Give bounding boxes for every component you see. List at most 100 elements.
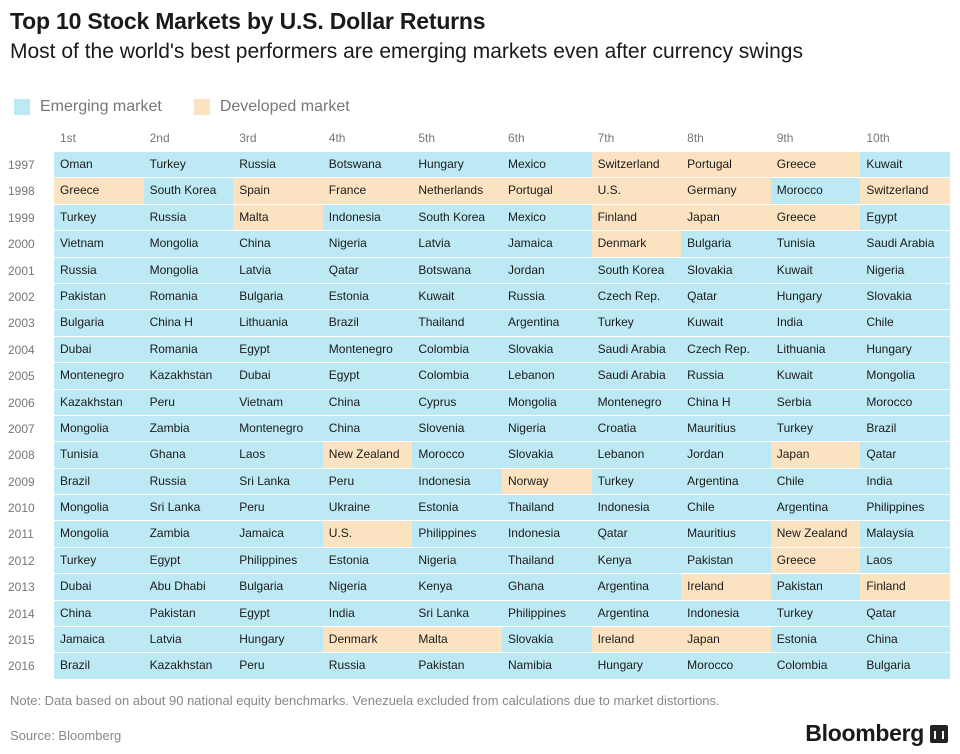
market-cell: Botswana [322,152,413,178]
market-cell: Pakistan [54,283,144,310]
market-cell: Morocco [860,389,950,415]
market-cell: Ghana [501,574,592,600]
market-cell: Qatar [591,521,682,547]
table-row: Turkey Egypt Philippines Estonia Nigeria Thai… [54,547,950,575]
year-label: 2008 [8,448,35,463]
market-cell: Portugal [501,178,592,204]
market-cell: Mauritius [681,415,771,442]
table-row: Oman Turkey Russia Botswana Hungary Mexico Swi… [54,152,950,179]
bloomberg-chart-icon [930,724,948,743]
market-cell: Sri Lanka [233,468,323,495]
market-cell: Turkey [770,600,861,627]
chart-title: Top 10 Stock Markets by U.S. Dollar Retu… [10,8,486,34]
market-cell: Montenegro [54,363,144,389]
market-cell: Malaysia [860,521,950,547]
market-cell: Pakistan [143,600,234,627]
market-cell: Argentina [591,600,682,627]
market-cell: Germany [681,178,771,204]
market-cell: Slovakia [501,442,592,468]
market-cell: Oman [54,152,144,178]
market-cell: Montenegro [322,336,413,363]
market-cell: Turkey [54,547,144,574]
market-cell: Lebanon [501,363,592,389]
market-cell: Morocco [681,653,771,679]
market-cell: Qatar [860,442,950,468]
market-cell: Vietnam [233,389,323,415]
market-cell: Zambia [143,521,234,547]
year-label: 2006 [8,395,35,410]
market-cell: Chile [770,468,861,495]
market-cell: Russia [143,204,234,231]
market-cell: Mauritius [681,521,771,547]
market-cell: Chile [860,310,950,336]
legend-label-developed: Developed market [219,98,350,115]
market-cell: Greece [54,178,144,204]
market-cell: Russia [681,363,771,389]
market-cell: Malta [412,627,502,653]
market-cell: Bulgaria [54,310,144,336]
year-label: 2001 [8,263,35,278]
market-cell: Nigeria [412,547,502,574]
market-cell: Hungary [770,283,861,310]
rank-table: Oman Turkey Russia Botswana Hungary Mexico Swi… [54,152,950,680]
market-cell: Botswana [412,257,502,283]
market-cell: Qatar [322,257,413,283]
year-column: 1997 1998 1999 2000 2001 2002 2003 2004 2005 2006… [8,152,52,680]
market-cell: Thailand [501,547,592,574]
market-cell: Slovakia [501,627,592,653]
market-cell: Argentina [770,495,861,521]
market-cell: Netherlands [412,178,502,204]
year-label: 2007 [8,421,35,436]
market-cell: Russia [54,257,144,283]
market-cell: Romania [143,336,234,363]
market-cell: Bulgaria [681,231,771,257]
market-cell: Latvia [412,231,502,257]
year-label: 2003 [8,316,35,331]
market-cell: Morocco [770,178,861,204]
market-cell: Namibia [501,653,592,679]
market-cell: South Korea [412,204,502,231]
market-cell: Kazakhstan [143,653,234,679]
market-cell: India [770,310,861,336]
market-cell: Egypt [322,363,413,389]
market-cell: Egypt [233,600,323,627]
year-label: 1998 [8,184,35,199]
market-cell: Colombia [412,363,502,389]
market-cell: Indonesia [501,521,592,547]
rank-header-7: 7th [597,131,615,145]
market-cell: Finland [860,574,950,600]
year-label: 2010 [8,501,35,516]
market-cell: Qatar [860,600,950,627]
table-row: Russia Mongolia Latvia Qatar Botswana Jordan S… [54,257,950,284]
market-cell: Mongolia [54,495,144,521]
market-cell: Hungary [233,627,323,653]
market-cell: Indonesia [681,600,771,627]
market-cell: Nigeria [501,415,592,442]
table-row: Kazakhstan Peru Vietnam China Cyprus Mongolia… [54,389,950,416]
market-cell: Jordan [501,257,592,283]
table-row: Montenegro Kazakhstan Dubai Egypt Colombia Le… [54,363,950,390]
market-cell: Nigeria [860,257,950,283]
market-cell: China [54,600,144,627]
market-cell: Switzerland [591,152,682,178]
market-cell: Mongolia [143,231,234,257]
market-cell: Japan [681,627,771,653]
market-cell: Jamaica [501,231,592,257]
market-cell: Sri Lanka [412,600,502,627]
market-cell: Russia [143,468,234,495]
market-cell: Mongolia [54,521,144,547]
market-cell: Bulgaria [233,283,323,310]
market-cell: Bulgaria [233,574,323,600]
market-cell: Argentina [591,574,682,600]
market-cell: Turkey [143,152,234,178]
rank-header-2: 2nd [149,131,170,145]
market-cell: Brazil [860,415,950,442]
market-cell: U.S. [322,521,413,547]
market-cell: Greece [770,204,861,231]
footnote: Note: Data based on about 90 national eq… [10,693,720,708]
market-cell: Qatar [681,283,771,310]
rank-header-8: 8th [687,131,704,145]
market-cell: Slovakia [860,283,950,310]
market-cell: Hungary [860,336,950,363]
market-cell: Argentina [681,468,771,495]
